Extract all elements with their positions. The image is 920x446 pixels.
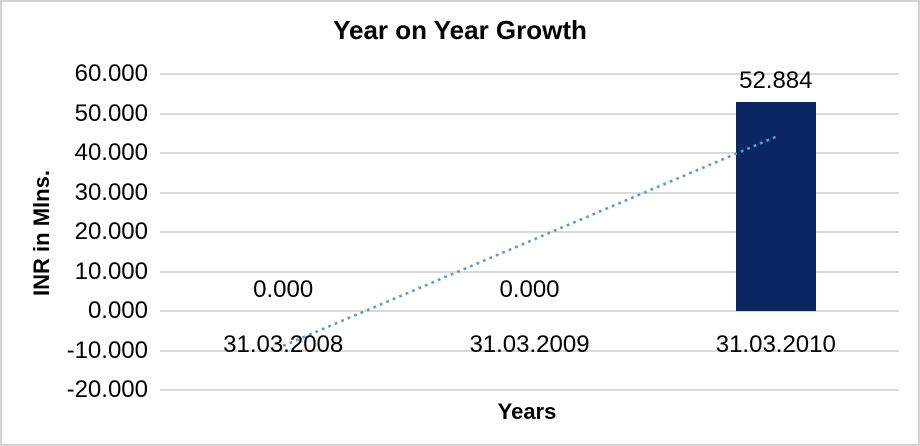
- gridline: [160, 112, 899, 115]
- trendline: [282, 135, 777, 347]
- y-tick-label: 60.000: [74, 60, 148, 87]
- y-tick-label: 30.000: [74, 178, 148, 206]
- x-tick-label: 31.03.2010: [715, 331, 836, 358]
- chart-title: Year on Year Growth: [333, 15, 587, 45]
- y-tick-label: 0.000: [87, 297, 148, 324]
- y-tick-label: 40.000: [74, 139, 148, 166]
- y-tick-label: -20.000: [66, 376, 148, 403]
- x-tick-label: 31.03.2009: [469, 331, 590, 358]
- data-label: 0.000: [253, 276, 314, 303]
- data-label: 0.000: [499, 276, 560, 303]
- gridline: [160, 73, 899, 75]
- y-tick-label: 50.000: [74, 99, 148, 127]
- x-axis-title: Years: [497, 399, 557, 424]
- y-tick-label: -10.000: [66, 336, 148, 364]
- bar-31.03.2010: [735, 102, 816, 311]
- y-tick-label: 20.000: [74, 218, 148, 245]
- gridline: [160, 349, 899, 352]
- y-tick-label: 10.000: [74, 257, 148, 285]
- x-tick-label: 31.03.2008: [223, 331, 344, 358]
- gridline: [160, 389, 899, 391]
- data-label: 52.884: [739, 67, 813, 95]
